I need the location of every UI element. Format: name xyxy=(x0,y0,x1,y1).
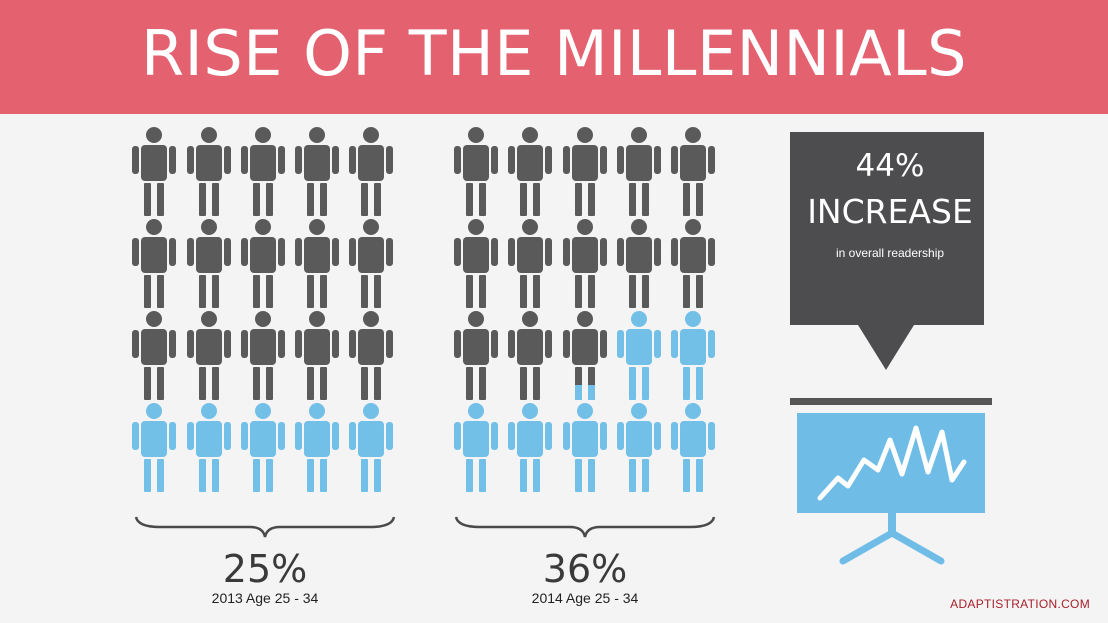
person-icon xyxy=(187,403,231,492)
person-icon xyxy=(132,219,176,308)
page-title: RISE OF THE MILLENNIALS xyxy=(140,17,968,90)
callout-percent: 44% xyxy=(855,148,925,184)
group-2013-caption: 2013 Age 25 - 34 xyxy=(211,590,319,606)
person-icon xyxy=(454,403,498,492)
person-icon xyxy=(241,219,285,308)
callout-box xyxy=(790,132,984,370)
person-icon xyxy=(563,311,607,400)
person-icon xyxy=(295,311,339,400)
person-icon xyxy=(508,127,552,216)
header-banner xyxy=(0,0,1108,114)
person-icon xyxy=(617,219,661,308)
person-icon xyxy=(187,127,231,216)
person-icon xyxy=(241,403,285,492)
person-icon xyxy=(295,219,339,308)
person-icon xyxy=(241,311,285,400)
group-2014-people xyxy=(454,127,715,492)
person-icon xyxy=(671,127,715,216)
person-icon xyxy=(349,127,393,216)
person-icon xyxy=(563,127,607,216)
person-icon xyxy=(508,403,552,492)
person-icon xyxy=(563,403,607,492)
person-icon xyxy=(508,219,552,308)
person-icon xyxy=(454,127,498,216)
person-icon xyxy=(563,219,607,308)
person-icon xyxy=(508,311,552,400)
person-icon xyxy=(349,311,393,400)
person-icon xyxy=(349,219,393,308)
group-2014-caption: 2014 Age 25 - 34 xyxy=(531,590,639,606)
person-icon xyxy=(454,311,498,400)
group-2014-percent: 36% xyxy=(542,547,628,591)
person-icon xyxy=(187,219,231,308)
person-icon xyxy=(295,127,339,216)
group-2013-people xyxy=(132,127,393,492)
callout-headline: INCREASE xyxy=(807,192,973,231)
callout-subtext: in overall readership xyxy=(835,246,945,260)
person-icon xyxy=(671,403,715,492)
person-icon xyxy=(132,311,176,400)
brace-2014 xyxy=(454,516,716,538)
person-icon xyxy=(295,403,339,492)
person-icon xyxy=(349,403,393,492)
person-icon xyxy=(617,311,661,400)
person-icon xyxy=(617,403,661,492)
group-2013-percent: 25% xyxy=(222,547,308,591)
person-icon xyxy=(671,311,715,400)
person-icon xyxy=(617,127,661,216)
person-icon xyxy=(132,127,176,216)
presentation-board-with-line-chart-icon xyxy=(790,398,992,565)
person-icon xyxy=(241,127,285,216)
person-icon xyxy=(187,311,231,400)
person-icon xyxy=(671,219,715,308)
brace-2013 xyxy=(134,516,396,538)
credit-text: ADAPTISTRATION.COM xyxy=(950,597,1090,611)
person-icon xyxy=(454,219,498,308)
person-icon xyxy=(132,403,176,492)
